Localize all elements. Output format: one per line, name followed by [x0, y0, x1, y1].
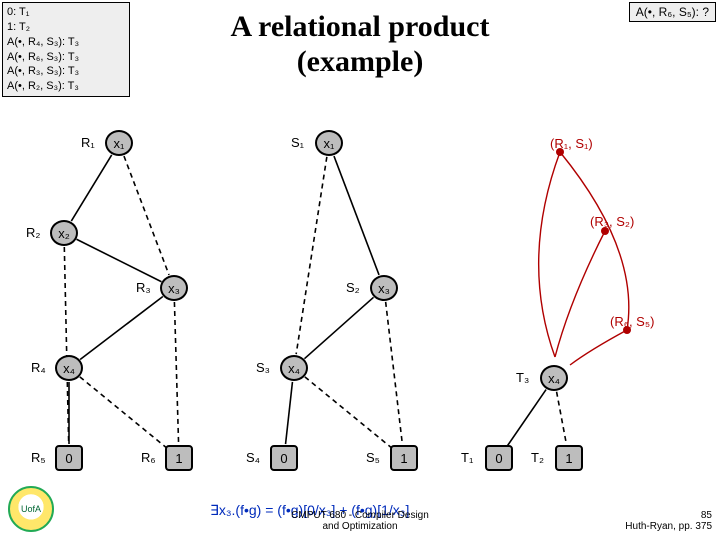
leaf-node: 0: [55, 445, 83, 471]
var-node: x₁: [315, 130, 343, 156]
node-name-label: R₃: [136, 280, 151, 295]
def-row: A(•, R₆, S₃): T₃: [7, 50, 125, 65]
var-node: x₁: [105, 130, 133, 156]
def-row: A(•, R₂, S₃): T₃: [7, 79, 125, 94]
node-name-label: T₁: [461, 450, 473, 465]
pair-label: (R₃, S₂): [590, 214, 634, 229]
var-node: x₃: [160, 275, 188, 301]
leaf-node: 1: [165, 445, 193, 471]
footer-center-line2: and Optimization: [200, 521, 520, 532]
pair-label: (R₁, S₁): [550, 136, 593, 151]
node-name-label: R₅: [31, 450, 46, 465]
def-row: 1: T₂: [7, 20, 125, 35]
title-line1: A relational product: [130, 10, 590, 45]
node-name-label: S₁: [291, 135, 304, 150]
leaf-node: 1: [555, 445, 583, 471]
node-name-label: S₅: [366, 450, 380, 465]
footer-center-line1: CMPUT 680 - Compiler Design: [200, 510, 520, 521]
def-row: A(•, R₃, S₃): T₃: [7, 64, 125, 79]
node-name-label: R₂: [26, 225, 40, 240]
footer-center: CMPUT 680 - Compiler Design and Optimiza…: [200, 510, 520, 532]
query-text: A(•, R₆, S₅): ?: [636, 5, 709, 19]
var-node: x₄: [540, 365, 568, 391]
footer-right: 85 Huth-Ryan, pp. 375: [625, 510, 712, 532]
university-logo: UofA: [8, 486, 54, 532]
node-name-label: T₂: [531, 450, 544, 465]
leaf-node: 1: [390, 445, 418, 471]
citation: Huth-Ryan, pp. 375: [625, 521, 712, 532]
pair-label: (R₆, S₅): [610, 314, 654, 329]
node-name-label: R₄: [31, 360, 46, 375]
node-name-label: R₁: [81, 135, 95, 150]
var-node: x₃: [370, 275, 398, 301]
leaf-node: 0: [270, 445, 298, 471]
slide-title: A relational product (example): [130, 10, 590, 79]
node-name-label: T₃: [516, 370, 529, 385]
leaf-node: 0: [485, 445, 513, 471]
node-name-label: S₂: [346, 280, 360, 295]
var-node: x₂: [50, 220, 78, 246]
def-row: A(•, R₄, S₃): T₃: [7, 35, 125, 50]
query-box: A(•, R₆, S₅): ?: [629, 2, 716, 22]
var-node: x₄: [55, 355, 83, 381]
node-name-label: R₆: [141, 450, 156, 465]
definitions-box: 0: T₁ 1: T₂ A(•, R₄, S₃): T₃ A(•, R₆, S₃…: [2, 2, 130, 97]
var-node: x₄: [280, 355, 308, 381]
page-number: 85: [625, 510, 712, 521]
def-row: 0: T₁: [7, 5, 125, 20]
node-name-label: S₄: [246, 450, 260, 465]
title-line2: (example): [130, 45, 590, 80]
node-name-label: S₃: [256, 360, 270, 375]
